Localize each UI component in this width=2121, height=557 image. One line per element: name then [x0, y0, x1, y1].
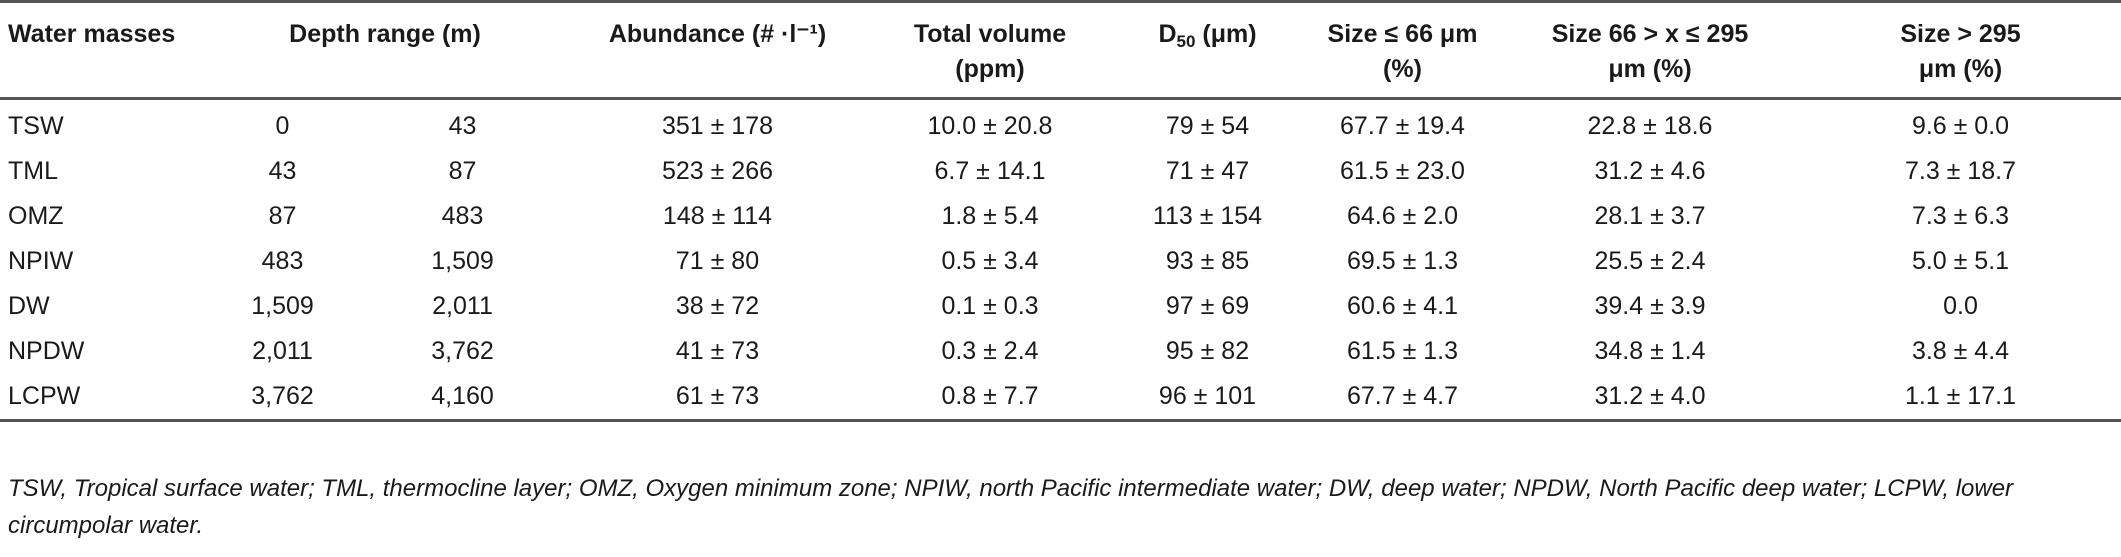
header-abundance: Abundance (# ·l⁻¹) [565, 0, 870, 100]
cell-total-volume: 0.1 ± 0.3 [941, 292, 1039, 320]
cell-size-mid: 39.4 ± 3.9 [1594, 292, 1706, 320]
cell-water-mass: OMZ [8, 202, 64, 230]
cell-abundance: 71 ± 80 [675, 247, 760, 275]
cell-d50: 95 ± 82 [1165, 337, 1250, 365]
cell-water-mass: NPIW [8, 247, 74, 275]
cell-size-mid: 28.1 ± 3.7 [1594, 202, 1706, 230]
cell-total-volume: 0.5 ± 3.4 [941, 247, 1039, 275]
cell-size-large: 7.3 ± 18.7 [1904, 157, 2017, 185]
water-masses-table: Water masses Depth range (m) Abundance (… [0, 0, 2121, 422]
cell-total-volume: 1.8 ± 5.4 [941, 202, 1039, 230]
cell-abundance: 41 ± 73 [675, 337, 760, 365]
cell-abundance: 38 ± 72 [675, 292, 760, 320]
header-size-large: Size > 295 μm (%) [1800, 0, 2121, 100]
cell-d50: 97 ± 69 [1165, 292, 1250, 320]
cell-size-large: 0.0 [1943, 292, 1978, 320]
cell-depth-to: 2,011 [432, 292, 493, 320]
header-size-large-line1: Size > 295 [1900, 20, 2021, 48]
header-size-large-line2: μm (%) [1918, 55, 2003, 83]
cell-depth-to: 3,762 [431, 337, 494, 365]
cell-depth-to: 87 [448, 157, 477, 185]
cell-size-small: 64.6 ± 2.0 [1346, 202, 1459, 230]
header-d50: D50 (μm) [1110, 0, 1305, 100]
cell-depth-from: 483 [261, 247, 304, 275]
cell-total-volume: 10.0 ± 20.8 [927, 112, 1053, 140]
table-row: NPDW 2,011 3,762 41 ± 73 0.3 ± 2.4 95 ± … [0, 329, 2121, 374]
table-body: TSW 0 43 351 ± 178 10.0 ± 20.8 79 ± 54 6… [0, 99, 2121, 422]
cell-size-mid: 31.2 ± 4.0 [1500, 374, 1800, 422]
cell-d50: 93 ± 85 [1165, 247, 1250, 275]
cell-d50: 71 ± 47 [1165, 157, 1250, 185]
header-water-masses: Water masses [0, 0, 205, 100]
cell-depth-from: 3,762 [205, 374, 360, 422]
cell-depth-from: 2,011 [252, 337, 313, 365]
header-d50-main: D [1158, 20, 1177, 48]
header-depth-range: Depth range (m) [205, 0, 565, 100]
cell-d50: 113 ± 154 [1152, 202, 1263, 230]
header-total-volume: Total volume (ppm) [870, 0, 1110, 100]
header-size-mid: Size 66 > x ≤ 295 μm (%) [1500, 0, 1800, 100]
cell-size-small: 60.6 ± 4.1 [1346, 292, 1459, 320]
table-row: DW 1,509 2,011 38 ± 72 0.1 ± 0.3 97 ± 69… [0, 284, 2121, 329]
cell-size-mid: 22.8 ± 18.6 [1587, 112, 1713, 140]
cell-size-small: 67.7 ± 4.7 [1305, 374, 1500, 422]
cell-size-large: 9.6 ± 0.0 [1911, 112, 2010, 140]
table-row: OMZ 87 483 148 ± 114 1.8 ± 5.4 113 ± 154… [0, 194, 2121, 239]
cell-size-small: 69.5 ± 1.3 [1346, 247, 1459, 275]
cell-water-mass: LCPW [0, 374, 205, 422]
cell-depth-to: 4,160 [360, 374, 565, 422]
cell-water-mass: TSW [8, 112, 64, 140]
cell-size-large: 7.3 ± 6.3 [1911, 202, 2010, 230]
cell-water-mass: TML [8, 157, 58, 185]
cell-depth-to: 1,509 [431, 247, 494, 275]
cell-size-mid: 34.8 ± 1.4 [1594, 337, 1706, 365]
cell-size-small: 61.5 ± 23.0 [1340, 157, 1465, 185]
cell-water-mass: NPDW [8, 337, 85, 365]
cell-size-mid: 31.2 ± 4.6 [1594, 157, 1706, 185]
cell-abundance: 523 ± 266 [661, 157, 774, 185]
cell-abundance: 148 ± 114 [662, 202, 773, 230]
table-row: LCPW 3,762 4,160 61 ± 73 0.8 ± 7.7 96 ± … [0, 374, 2121, 422]
header-d50-unit: (μm) [1195, 20, 1257, 48]
cell-depth-to: 483 [441, 202, 484, 230]
cell-d50: 79 ± 54 [1165, 112, 1250, 140]
cell-depth-from: 87 [268, 202, 297, 230]
header-size-small: Size ≤ 66 μm (%) [1305, 0, 1500, 100]
header-size-mid-line1: Size 66 > x ≤ 295 [1551, 20, 1749, 48]
header-total-volume-line2: (ppm) [955, 55, 1025, 83]
cell-water-mass: DW [8, 292, 50, 320]
cell-depth-from: 43 [268, 157, 297, 185]
table-header: Water masses Depth range (m) Abundance (… [0, 0, 2121, 100]
cell-size-small: 67.7 ± 19.4 [1340, 112, 1465, 140]
cell-total-volume: 6.7 ± 14.1 [934, 157, 1046, 185]
cell-size-small: 61.5 ± 1.3 [1346, 337, 1459, 365]
cell-depth-from: 0 [275, 112, 290, 140]
cell-depth-to: 43 [448, 112, 477, 140]
header-size-small-line1: Size ≤ 66 μm [1327, 20, 1478, 48]
cell-abundance: 351 ± 178 [661, 112, 774, 140]
cell-total-volume: 0.8 ± 7.7 [870, 374, 1110, 422]
header-size-mid-line2: μm (%) [1608, 55, 1692, 83]
data-table-container: Water masses Depth range (m) Abundance (… [0, 0, 2121, 422]
cell-size-large: 5.0 ± 5.1 [1911, 247, 2010, 275]
table-row: NPIW 483 1,509 71 ± 80 0.5 ± 3.4 93 ± 85… [0, 239, 2121, 284]
cell-d50: 96 ± 101 [1110, 374, 1305, 422]
cell-abundance: 61 ± 73 [565, 374, 870, 422]
cell-size-large: 1.1 ± 17.1 [1800, 374, 2121, 422]
cell-size-mid: 25.5 ± 2.4 [1594, 247, 1706, 275]
header-d50-subscript: 50 [1176, 32, 1196, 51]
cell-size-large: 3.8 ± 4.4 [1911, 337, 2010, 365]
cell-total-volume: 0.3 ± 2.4 [941, 337, 1039, 365]
table-row: TSW 0 43 351 ± 178 10.0 ± 20.8 79 ± 54 6… [0, 99, 2121, 150]
cell-depth-from: 1,509 [251, 292, 314, 320]
header-total-volume-line1: Total volume [913, 20, 1067, 48]
table-footnote: TSW, Tropical surface water; TML, thermo… [8, 475, 2014, 539]
table-row: TML 43 87 523 ± 266 6.7 ± 14.1 71 ± 47 6… [0, 149, 2121, 194]
header-size-small-line2: (%) [1383, 55, 1422, 83]
